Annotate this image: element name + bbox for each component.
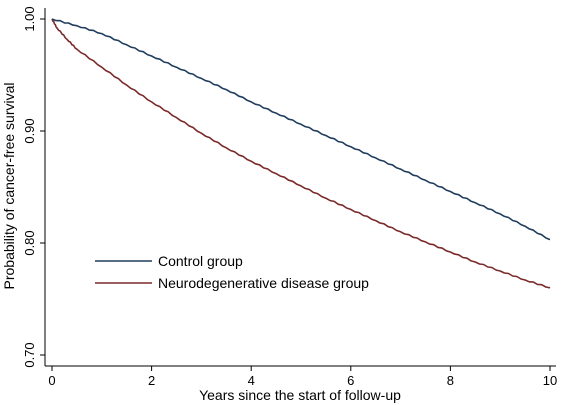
x-tick-label: 0	[48, 373, 55, 388]
y-tick-label: 0.70	[22, 342, 37, 367]
x-tick-label: 4	[248, 373, 255, 388]
y-ticks: 0.70 0.80 0.90 1.00	[22, 6, 45, 368]
legend-label-control: Control group	[158, 253, 243, 269]
y-axis-title: Probability of cancer-free survival	[1, 83, 17, 290]
legend: Control group Neurodegenerative disease …	[95, 253, 369, 291]
x-axis-title: Years since the start of follow-up	[199, 387, 401, 403]
y-tick-label: 0.80	[22, 230, 37, 255]
y-tick-label: 1.00	[22, 6, 37, 31]
series-line-neurodegenerative	[51, 18, 551, 289]
series-lines	[51, 18, 551, 289]
x-ticks: 0 2 4 6 8 10	[48, 366, 557, 388]
y-tick-label: 0.90	[22, 118, 37, 143]
legend-label-neurodegenerative: Neurodegenerative disease group	[158, 275, 369, 291]
axes	[44, 8, 556, 367]
x-tick-label: 6	[347, 373, 354, 388]
x-tick-label: 2	[148, 373, 155, 388]
x-tick-label: 8	[447, 373, 454, 388]
x-tick-label: 10	[543, 373, 557, 388]
series-line-control	[51, 18, 551, 241]
